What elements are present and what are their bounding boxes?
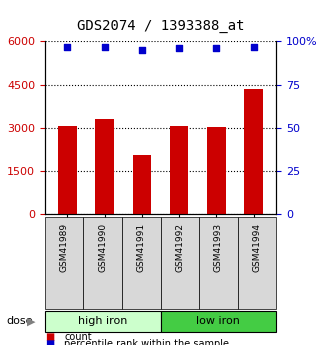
Point <box>251 44 256 49</box>
Text: low iron: low iron <box>196 316 240 326</box>
Text: GDS2074 / 1393388_at: GDS2074 / 1393388_at <box>77 19 244 33</box>
Point <box>65 44 70 49</box>
Text: ▶: ▶ <box>27 316 36 326</box>
Text: GSM41991: GSM41991 <box>137 223 146 272</box>
Text: count: count <box>64 333 92 342</box>
Text: percentile rank within the sample: percentile rank within the sample <box>64 339 229 345</box>
Bar <box>58 126 77 214</box>
Text: GSM41989: GSM41989 <box>60 223 69 272</box>
Text: GSM41994: GSM41994 <box>252 223 261 272</box>
Text: dose: dose <box>6 316 33 326</box>
Point <box>177 46 182 51</box>
Text: ■: ■ <box>45 333 54 342</box>
Bar <box>170 126 188 214</box>
Point <box>214 46 219 51</box>
Text: ■: ■ <box>45 339 54 345</box>
Point <box>102 44 107 49</box>
Text: high iron: high iron <box>78 316 127 326</box>
Bar <box>244 89 263 214</box>
Point <box>139 47 144 53</box>
Bar <box>95 119 114 214</box>
Text: GSM41993: GSM41993 <box>214 223 223 272</box>
Bar <box>207 127 226 214</box>
Text: GSM41990: GSM41990 <box>98 223 107 272</box>
Bar <box>133 155 151 214</box>
Text: GSM41992: GSM41992 <box>175 223 184 272</box>
